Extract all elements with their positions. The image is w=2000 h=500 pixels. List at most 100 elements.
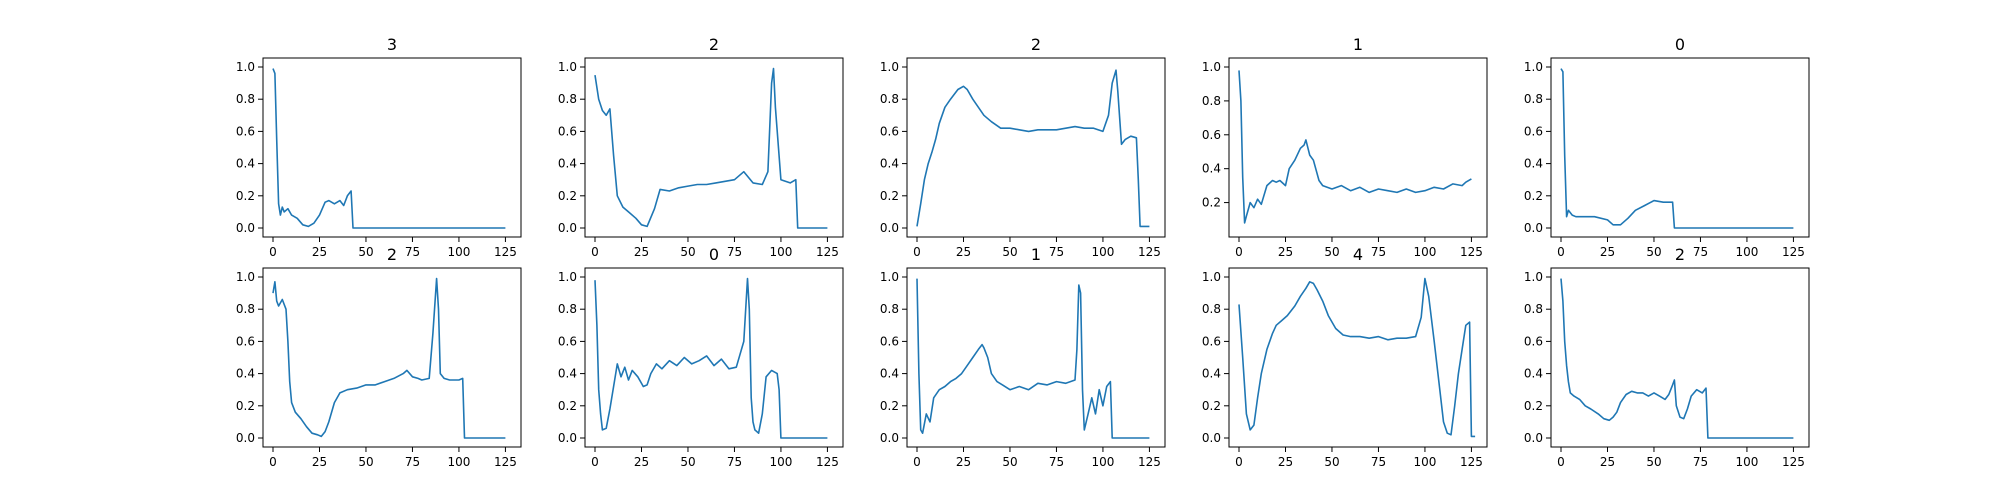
subplot-title: 4	[1353, 245, 1363, 264]
y-tick-label: 0.6	[1202, 128, 1221, 142]
subplot-title: 0	[1675, 35, 1685, 54]
x-tick-label: 75	[405, 245, 420, 259]
x-tick-label: 100	[1091, 455, 1114, 469]
x-tick-label: 125	[1460, 455, 1483, 469]
series-line	[1238, 277, 1476, 438]
y-tick-label: 0.6	[1524, 334, 1543, 348]
y-tick-label: 0.6	[880, 334, 899, 348]
subplot-title: 1	[1031, 245, 1041, 264]
x-tick-label: 25	[312, 455, 327, 469]
x-tick-label: 100	[769, 245, 792, 259]
axes-frame	[584, 267, 844, 448]
subplot-title: 2	[1675, 245, 1685, 264]
x-tick-label: 50	[358, 245, 373, 259]
subplot-2: 2 0 25 50 75 100 125 0.0 0.2 0.4 0.6 0.8 1.0	[558, 35, 844, 259]
y-tick-label: 0.0	[558, 221, 577, 235]
y-tick-label: 0.2	[558, 399, 577, 413]
y-tick-label: 0.4	[1524, 157, 1543, 171]
y-tick-label: 0.0	[558, 431, 577, 445]
x-tick-label: 125	[1460, 245, 1483, 259]
subplot-title: 2	[387, 245, 397, 264]
axes-frame	[262, 57, 522, 238]
x-tick-label: 25	[956, 455, 971, 469]
x-tick-label: 0	[269, 245, 277, 259]
y-tick-label: 0.6	[1202, 334, 1221, 348]
y-tick-label: 0.8	[1202, 302, 1221, 316]
x-tick-label: 50	[358, 455, 373, 469]
x-tick-label: 75	[1049, 455, 1064, 469]
axes-frame	[262, 267, 522, 448]
subplot-title: 3	[387, 35, 397, 54]
axes-frame	[584, 57, 844, 238]
y-tick-label: 1.0	[236, 60, 255, 74]
x-tick-label: 50	[680, 455, 695, 469]
x-tick-label: 50	[1002, 245, 1017, 259]
x-tick-label: 25	[956, 245, 971, 259]
x-tick-label: 75	[1693, 245, 1708, 259]
x-tick-label: 75	[1371, 245, 1386, 259]
series-line	[594, 67, 828, 229]
series-line	[272, 277, 506, 439]
axes-frame	[1228, 57, 1488, 238]
series-line	[594, 277, 828, 439]
axes-frame	[1550, 267, 1810, 448]
y-tick-label: 0.6	[880, 124, 899, 138]
x-tick-label: 75	[1693, 455, 1708, 469]
y-tick-label: 0.4	[880, 367, 899, 381]
y-tick-label: 0.2	[1202, 196, 1221, 210]
y-tick-label: 0.0	[1524, 221, 1543, 235]
x-tick-label: 75	[727, 245, 742, 259]
x-tick-label: 100	[447, 245, 470, 259]
x-tick-label: 0	[1557, 245, 1565, 259]
x-tick-label: 75	[1049, 245, 1064, 259]
y-tick-label: 0.0	[1202, 431, 1221, 445]
x-tick-label: 75	[1371, 455, 1386, 469]
x-tick-label: 0	[913, 455, 921, 469]
y-tick-label: 0.2	[1524, 189, 1543, 203]
y-tick-label: 0.6	[558, 124, 577, 138]
y-tick-label: 1.0	[1524, 270, 1543, 284]
x-tick-label: 50	[1646, 455, 1661, 469]
y-tick-label: 0.8	[880, 92, 899, 106]
x-tick-label: 50	[1646, 245, 1661, 259]
subplot-title: 2	[1031, 35, 1041, 54]
subplot-3: 2 0 25 50 75 100 125 0.0 0.2 0.4 0.6 0.8 1.0	[880, 35, 1166, 259]
x-tick-label: 125	[1138, 245, 1161, 259]
subplot-7: 0 0 25 50 75 100 125 0.0 0.2 0.4 0.6 0.8 1.0	[558, 245, 844, 469]
y-tick-label: 0.4	[558, 157, 577, 171]
y-tick-label: 0.4	[236, 367, 255, 381]
x-tick-label: 125	[494, 455, 517, 469]
x-tick-label: 50	[1324, 245, 1339, 259]
y-tick-label: 0.8	[558, 302, 577, 316]
x-tick-label: 25	[1600, 245, 1615, 259]
subplot-title: 1	[1353, 35, 1363, 54]
x-tick-label: 0	[269, 455, 277, 469]
y-tick-label: 0.4	[236, 157, 255, 171]
series-line	[916, 278, 1150, 439]
y-tick-label: 0.0	[880, 431, 899, 445]
x-tick-label: 50	[1324, 455, 1339, 469]
x-tick-label: 25	[1278, 245, 1293, 259]
y-tick-label: 0.8	[236, 302, 255, 316]
y-tick-label: 0.8	[1202, 94, 1221, 108]
x-tick-label: 0	[591, 455, 599, 469]
y-tick-label: 1.0	[236, 270, 255, 284]
subplot-8: 1 0 25 50 75 100 125 0.0 0.2 0.4 0.6 0.8 1.0	[880, 245, 1166, 469]
y-tick-label: 0.2	[236, 189, 255, 203]
subplot-10: 2 0 25 50 75 100 125 0.0 0.2 0.4 0.6 0.8 1.0	[1524, 245, 1810, 469]
axes-frame	[906, 267, 1166, 448]
axes-frame	[906, 57, 1166, 238]
series-line	[916, 69, 1150, 228]
y-tick-label: 0.0	[1524, 431, 1543, 445]
x-tick-label: 100	[1735, 455, 1758, 469]
x-tick-label: 125	[1138, 455, 1161, 469]
axes-frame	[1550, 57, 1810, 238]
x-tick-label: 0	[1235, 455, 1243, 469]
x-tick-label: 0	[1557, 455, 1565, 469]
y-tick-label: 0.2	[1202, 399, 1221, 413]
x-tick-label: 100	[1091, 245, 1114, 259]
x-tick-label: 75	[727, 455, 742, 469]
y-tick-label: 0.6	[236, 124, 255, 138]
x-tick-label: 0	[913, 245, 921, 259]
